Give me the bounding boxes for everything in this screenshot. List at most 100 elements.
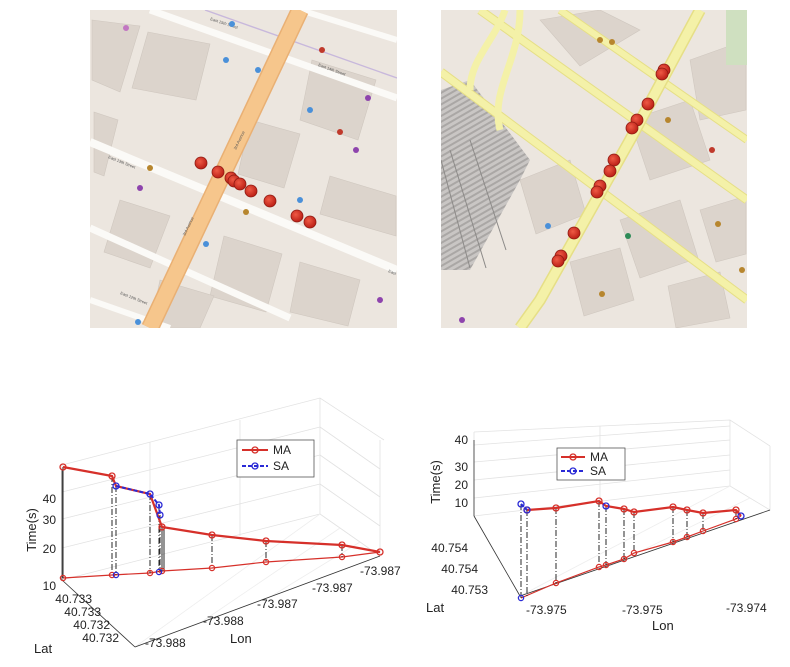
- z-axis-label: Time(s): [24, 508, 39, 552]
- ma-markers: [59, 463, 384, 582]
- ma-ground-marker: [208, 564, 216, 572]
- z-tick: 10: [43, 579, 57, 593]
- lat-tick: 40.732: [82, 631, 119, 645]
- lon-tick: -73.988: [145, 636, 186, 650]
- trajectory-marker: [603, 164, 617, 178]
- ma-marker: [552, 504, 560, 512]
- drop-lines: [111, 476, 343, 575]
- lat-tick: 40.733: [64, 605, 101, 619]
- ma-series-line: [526, 499, 742, 517]
- sa-marker: [737, 512, 745, 520]
- ma-markers: [523, 497, 740, 587]
- sa-marker: [155, 501, 163, 509]
- sa-marker: [146, 490, 154, 498]
- ma-marker: [376, 548, 384, 556]
- legend-label-sa: SA: [590, 464, 606, 478]
- legend-label-ma: MA: [273, 443, 291, 457]
- trajectory-marker: [244, 184, 258, 198]
- sa-marker: [517, 500, 525, 508]
- trajectory-markers: [194, 156, 317, 229]
- ma-ground-marker: [620, 555, 628, 563]
- lon-tick: -73.987: [312, 581, 353, 595]
- ma-ground-marker: [732, 515, 740, 523]
- z-tick: 30: [455, 460, 469, 474]
- legend: MA SA: [236, 439, 315, 478]
- trajectory-marker: [567, 226, 581, 240]
- lat-tick: 40.732: [73, 618, 110, 632]
- ma-marker: [732, 506, 740, 514]
- ma-marker: [669, 503, 677, 511]
- sa-marker: [156, 511, 164, 519]
- lon-tick: -73.987: [360, 564, 401, 578]
- ma-ground-path: [62, 551, 381, 579]
- poi-icons: [459, 37, 745, 323]
- z-tick: 20: [455, 478, 469, 492]
- lon-tick: -73.988: [203, 614, 244, 628]
- ma-ground-marker: [602, 561, 610, 569]
- sa-ground-marker: [155, 568, 163, 576]
- trajectory-marker: [655, 67, 669, 81]
- sa-ground-marker: [112, 571, 120, 579]
- ma-marker: [108, 472, 116, 480]
- ma-ground-marker: [683, 533, 691, 541]
- sa-marker: [602, 502, 610, 510]
- z-tick: 30: [43, 513, 57, 527]
- trajectory-marker: [590, 185, 604, 199]
- grid: [61, 397, 385, 648]
- legend: MA SA: [556, 447, 626, 481]
- lon-axis-label: Lon: [230, 631, 252, 646]
- trajectory-marker: [233, 177, 247, 191]
- sa-markers: [517, 500, 745, 602]
- trajectory-marker: [551, 254, 565, 268]
- ma-marker: [699, 509, 707, 517]
- legend-label-ma: MA: [590, 450, 608, 464]
- ma-marker: [262, 537, 270, 545]
- ma-marker: [338, 541, 346, 549]
- ma-ground-marker: [59, 574, 67, 582]
- map-left: East 13th Street East 12th Street East 1…: [90, 10, 398, 328]
- sa-ground-marker: [517, 594, 525, 602]
- lat-tick: 40.733: [55, 592, 92, 606]
- trajectory-marker: [290, 209, 304, 223]
- ma-marker: [59, 463, 67, 471]
- lat-axis-label: Lat: [426, 600, 444, 615]
- trajectory-marker: [641, 97, 655, 111]
- z-axis-label: Time(s): [428, 460, 443, 504]
- legend-label-sa: SA: [273, 459, 289, 473]
- trajectory-marker: [303, 215, 317, 229]
- trajectory-marker: [263, 194, 277, 208]
- ma-marker: [208, 531, 216, 539]
- sa-markers: [112, 482, 164, 579]
- ma-ground-marker: [158, 567, 166, 575]
- lon-tick: -73.974: [726, 601, 767, 615]
- trajectory-marker: [625, 121, 639, 135]
- trajectory-marker: [194, 156, 208, 170]
- lat-tick: 40.754: [431, 541, 468, 555]
- sa-marker: [523, 506, 531, 514]
- ma-ground-marker: [338, 553, 346, 561]
- lat-axis-label: Lat: [34, 641, 52, 656]
- sa-marker: [112, 482, 120, 490]
- ma-ground-path: [520, 515, 742, 599]
- lat-tick: 40.754: [441, 562, 478, 576]
- ma-ground-marker: [552, 579, 560, 587]
- street-label: East: [388, 268, 398, 276]
- ma-marker: [620, 505, 628, 513]
- lon-tick: -73.975: [526, 603, 567, 617]
- z-tick: 40: [43, 492, 57, 506]
- sa-series-line: [520, 503, 528, 511]
- lon-tick: -73.975: [622, 603, 663, 617]
- sa-series-line: [115, 485, 161, 516]
- ma-ground-marker: [595, 563, 603, 571]
- ma-marker: [630, 508, 638, 516]
- chart-right: 10 20 30 40 Time(s) 40.754 40.754 40.753…: [426, 419, 771, 633]
- z-tick: 40: [455, 433, 469, 447]
- ma-marker: [683, 506, 691, 514]
- map-right: [441, 10, 747, 328]
- lon-tick: -73.987: [257, 597, 298, 611]
- ma-ground-marker: [669, 538, 677, 546]
- z-tick: 10: [455, 496, 469, 510]
- ma-ground-marker: [146, 569, 154, 577]
- trajectory-marker: [607, 153, 621, 167]
